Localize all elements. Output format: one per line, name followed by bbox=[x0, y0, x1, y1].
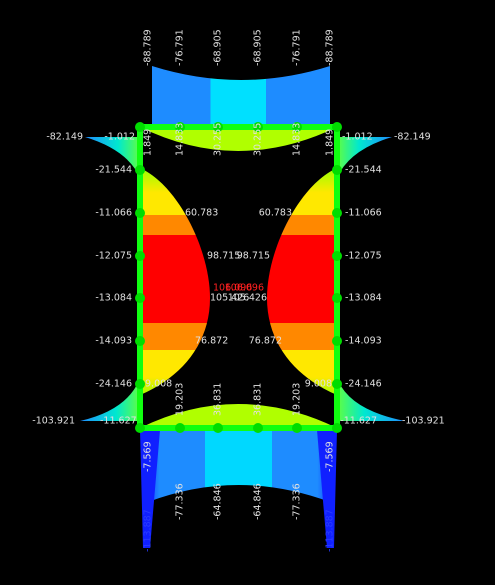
node bbox=[332, 208, 342, 218]
node bbox=[213, 122, 223, 132]
moment-label: 30.255 bbox=[213, 123, 224, 156]
node bbox=[332, 251, 342, 261]
frame-members bbox=[137, 124, 340, 431]
moment-label: 76.872 bbox=[249, 336, 282, 347]
node bbox=[135, 293, 145, 303]
moment-label: -64.846 bbox=[253, 483, 264, 520]
moment-label: 98.715 bbox=[207, 251, 240, 262]
node bbox=[292, 122, 302, 132]
moment-label: 60.783 bbox=[259, 208, 292, 219]
node bbox=[135, 336, 145, 346]
moment-label: -88.789 bbox=[325, 29, 336, 66]
node bbox=[135, 423, 145, 433]
node bbox=[135, 208, 145, 218]
moment-label: -76.791 bbox=[175, 29, 186, 66]
moment-label: -11.066 bbox=[95, 208, 132, 219]
moment-label: -77.336 bbox=[175, 483, 186, 520]
moment-label: -82.149 bbox=[394, 132, 431, 143]
moment-label: 106.096 bbox=[213, 283, 252, 294]
moment-label: -64.846 bbox=[213, 483, 224, 520]
moment-label: -24.146 bbox=[95, 379, 132, 390]
moment-label: 98.715 bbox=[237, 251, 270, 262]
top-beam-band bbox=[152, 66, 330, 124]
frame bbox=[137, 124, 340, 431]
moment-label: 60.783 bbox=[185, 208, 218, 219]
moment-label: -21.544 bbox=[95, 165, 132, 176]
moment-label: -12.075 bbox=[95, 251, 132, 262]
node bbox=[332, 379, 342, 389]
moment-label: -68.905 bbox=[213, 29, 224, 66]
moment-label: -68.905 bbox=[253, 29, 264, 66]
node bbox=[332, 293, 342, 303]
moment-label: 19.203 bbox=[175, 383, 186, 416]
moment-label: 36.831 bbox=[213, 383, 224, 416]
moment-label: -1.012 bbox=[104, 132, 135, 143]
node bbox=[175, 423, 185, 433]
moment-label: -11.066 bbox=[345, 208, 382, 219]
node bbox=[332, 423, 342, 433]
moment-label: -113.887 bbox=[143, 509, 154, 552]
moment-label: -24.146 bbox=[345, 379, 382, 390]
right-top-horn bbox=[337, 137, 392, 178]
moment-label: -103.921 bbox=[32, 416, 75, 427]
node bbox=[253, 122, 263, 132]
node bbox=[135, 122, 145, 132]
node bbox=[135, 379, 145, 389]
node bbox=[135, 251, 145, 261]
moment-label: -12.075 bbox=[345, 251, 382, 262]
moment-label: 9.008 bbox=[305, 379, 332, 390]
node bbox=[253, 423, 263, 433]
moment-label: 105.426 bbox=[228, 293, 267, 304]
moment-label: -1.012 bbox=[342, 132, 373, 143]
node bbox=[213, 423, 223, 433]
moment-label: -88.789 bbox=[143, 29, 154, 66]
moment-label: -82.149 bbox=[46, 132, 83, 143]
left-bottom-horn bbox=[80, 378, 140, 421]
moment-label: -11.627 bbox=[340, 416, 377, 427]
node bbox=[332, 336, 342, 346]
node bbox=[332, 165, 342, 175]
moment-label: 36.831 bbox=[253, 383, 264, 416]
moment-label: -76.791 bbox=[292, 29, 303, 66]
node bbox=[135, 165, 145, 175]
labels: -88.789 -76.791 -68.905 -68.905 -76.791 -88.7… bbox=[32, 29, 444, 552]
left-column-fill bbox=[140, 168, 210, 395]
nodes bbox=[135, 122, 342, 433]
moment-label: -103.921 bbox=[402, 416, 445, 427]
moment-label: -14.093 bbox=[345, 336, 382, 347]
top-beam-lens bbox=[140, 127, 337, 151]
node bbox=[175, 122, 185, 132]
bottom-beam-lens bbox=[140, 404, 337, 428]
bottom-left-spike bbox=[140, 430, 160, 548]
moment-label: -7.569 bbox=[325, 441, 336, 472]
bottom-beam-band bbox=[140, 430, 337, 502]
node bbox=[332, 122, 342, 132]
node bbox=[292, 423, 302, 433]
moment-label: 105.426 bbox=[210, 293, 249, 304]
moment-label: -77.336 bbox=[292, 483, 303, 520]
moment-label: 1.849 bbox=[325, 129, 336, 156]
right-column-fill bbox=[267, 168, 337, 395]
moment-label: 30.255 bbox=[253, 123, 264, 156]
moment-label: -13.084 bbox=[345, 293, 382, 304]
moment-label: -14.093 bbox=[95, 336, 132, 347]
moment-label: -21.544 bbox=[345, 165, 382, 176]
moment-label: -113.887 bbox=[325, 509, 336, 552]
diagram-fills bbox=[80, 66, 405, 548]
left-top-horn bbox=[85, 137, 140, 178]
moment-label: 14.833 bbox=[292, 123, 303, 156]
moment-label: -13.084 bbox=[95, 293, 132, 304]
moment-label: -7.569 bbox=[143, 441, 154, 472]
moment-label: 76.872 bbox=[195, 336, 228, 347]
moment-label: 1.849 bbox=[143, 129, 154, 156]
moment-label: 9.008 bbox=[145, 379, 172, 390]
moment-label: 14.833 bbox=[175, 123, 186, 156]
bottom-right-spike bbox=[317, 430, 337, 548]
moment-label: -11.627 bbox=[100, 416, 137, 427]
moment-label: 106.096 bbox=[225, 283, 264, 294]
right-bottom-horn bbox=[337, 378, 405, 421]
moment-label: 19.203 bbox=[292, 383, 303, 416]
